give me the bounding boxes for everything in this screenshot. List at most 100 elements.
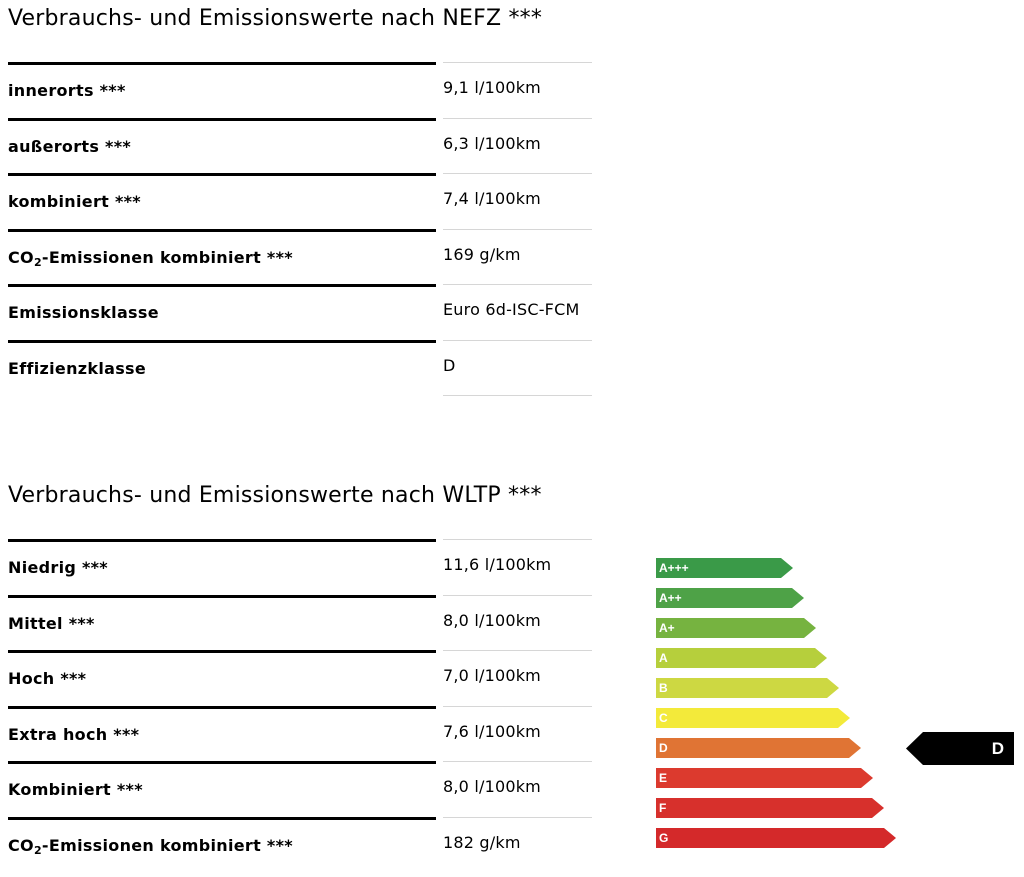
row-label: Kombiniert ***	[8, 780, 143, 799]
energy-class-label: A+	[659, 621, 675, 635]
value-divider	[443, 539, 592, 540]
row-label: Emissionsklasse	[8, 303, 159, 322]
row-label: kombiniert ***	[8, 192, 141, 211]
bar-arrow-shape	[656, 768, 873, 788]
row-divider	[8, 706, 436, 709]
row-value: 8,0 l/100km	[443, 777, 541, 796]
energy-class-bar-d: D	[656, 738, 861, 758]
row-value: 7,4 l/100km	[443, 189, 541, 208]
value-divider	[443, 595, 592, 596]
value-divider	[443, 340, 592, 341]
co2-prefix: CO	[8, 248, 34, 267]
energy-class-bar-g: G	[656, 828, 896, 848]
wltp-table: Niedrig *** 11,6 l/100km Mittel *** 8,0 …	[0, 539, 600, 872]
energy-class-label: E	[659, 771, 667, 785]
energy-class-label: A+++	[659, 561, 689, 575]
row-label: innerorts ***	[8, 81, 126, 100]
row-label: außerorts ***	[8, 137, 131, 156]
bar-arrow-shape	[656, 738, 861, 758]
row-divider	[8, 650, 436, 653]
row-label: CO2-Emissionen kombiniert ***	[8, 248, 293, 269]
row-label: CO2-Emissionen kombiniert ***	[8, 836, 293, 857]
table-bottom-divider	[443, 395, 592, 396]
row-divider	[8, 229, 436, 232]
bar-arrow-shape	[656, 648, 827, 668]
row-divider	[8, 817, 436, 820]
wltp-row-kombiniert: Kombiniert *** 8,0 l/100km	[0, 761, 600, 817]
row-divider	[8, 62, 436, 65]
bar-arrow-shape	[656, 798, 884, 818]
nefz-row-innerorts: innerorts *** 9,1 l/100km	[0, 62, 600, 118]
energy-class-bar-e: E	[656, 768, 873, 788]
value-divider	[443, 761, 592, 762]
energy-class-label: B	[659, 681, 668, 695]
row-value: 7,0 l/100km	[443, 666, 541, 685]
row-divider	[8, 340, 436, 343]
row-value: D	[443, 356, 456, 375]
bar-arrow-shape	[656, 708, 850, 728]
energy-class-bar-c: C	[656, 708, 850, 728]
row-divider	[8, 173, 436, 176]
energy-class-label: F	[659, 801, 666, 815]
row-divider	[8, 284, 436, 287]
row-value: Euro 6d-ISC-FCM	[443, 300, 579, 319]
wltp-row-niedrig: Niedrig *** 11,6 l/100km	[0, 539, 600, 595]
row-value: 7,6 l/100km	[443, 722, 541, 741]
nefz-row-effizienzklasse: Effizienzklasse D	[0, 340, 600, 396]
row-label: Mittel ***	[8, 614, 95, 633]
wltp-section-title: Verbrauchs- und Emissionswerte nach WLTP…	[8, 483, 542, 508]
row-value: 8,0 l/100km	[443, 611, 541, 630]
bar-arrow-shape	[656, 678, 839, 698]
energy-class-bar-aplusplus: A++	[656, 588, 804, 608]
value-divider	[443, 650, 592, 651]
energy-class-label: G	[659, 831, 668, 845]
co2-prefix: CO	[8, 836, 34, 855]
value-divider	[443, 173, 592, 174]
energy-class-bar-aplusplusplus: A+++	[656, 558, 793, 578]
nefz-row-emissionsklasse: Emissionsklasse Euro 6d-ISC-FCM	[0, 284, 600, 340]
row-value: 9,1 l/100km	[443, 78, 541, 97]
energy-class-bar-aplus: A+	[656, 618, 816, 638]
nefz-row-ausserorts: außerorts *** 6,3 l/100km	[0, 118, 600, 174]
energy-class-bar-b: B	[656, 678, 839, 698]
row-label: Niedrig ***	[8, 558, 108, 577]
row-divider	[8, 761, 436, 764]
row-divider	[8, 539, 436, 542]
co2-suffix: -Emissionen kombiniert ***	[42, 836, 293, 855]
energy-class-label: A++	[659, 591, 682, 605]
value-divider	[443, 284, 592, 285]
nefz-row-co2: CO2-Emissionen kombiniert *** 169 g/km	[0, 229, 600, 285]
value-divider	[443, 62, 592, 63]
energy-efficiency-label: A+++ A++ A+ A B C D E F G	[656, 558, 1016, 858]
row-value: 169 g/km	[443, 245, 521, 264]
nefz-table: innerorts *** 9,1 l/100km außerorts *** …	[0, 62, 600, 395]
energy-class-label: C	[659, 711, 668, 725]
nefz-row-kombiniert: kombiniert *** 7,4 l/100km	[0, 173, 600, 229]
row-value: 11,6 l/100km	[443, 555, 551, 574]
energy-class-bar-f: F	[656, 798, 884, 818]
nefz-section-title: Verbrauchs- und Emissionswerte nach NEFZ…	[8, 6, 542, 31]
energy-class-label: A	[659, 651, 668, 665]
efficiency-class-marker: D	[906, 732, 1014, 765]
marker-class-label: D	[992, 739, 1004, 759]
row-label: Effizienzklasse	[8, 359, 146, 378]
bar-arrow-shape	[656, 618, 816, 638]
row-value: 182 g/km	[443, 833, 521, 852]
wltp-row-mittel: Mittel *** 8,0 l/100km	[0, 595, 600, 651]
co2-suffix: -Emissionen kombiniert ***	[42, 248, 293, 267]
value-divider	[443, 817, 592, 818]
co2-subscript: 2	[34, 844, 42, 857]
bar-arrow-shape	[656, 828, 896, 848]
energy-class-bar-a: A	[656, 648, 827, 668]
value-divider	[443, 229, 592, 230]
row-divider	[8, 595, 436, 598]
value-divider	[443, 706, 592, 707]
wltp-row-co2: CO2-Emissionen kombiniert *** 182 g/km	[0, 817, 600, 873]
row-value: 6,3 l/100km	[443, 134, 541, 153]
energy-class-label: D	[659, 741, 668, 755]
row-label: Hoch ***	[8, 669, 86, 688]
wltp-row-extra-hoch: Extra hoch *** 7,6 l/100km	[0, 706, 600, 762]
row-divider	[8, 118, 436, 121]
co2-subscript: 2	[34, 256, 42, 269]
value-divider	[443, 118, 592, 119]
